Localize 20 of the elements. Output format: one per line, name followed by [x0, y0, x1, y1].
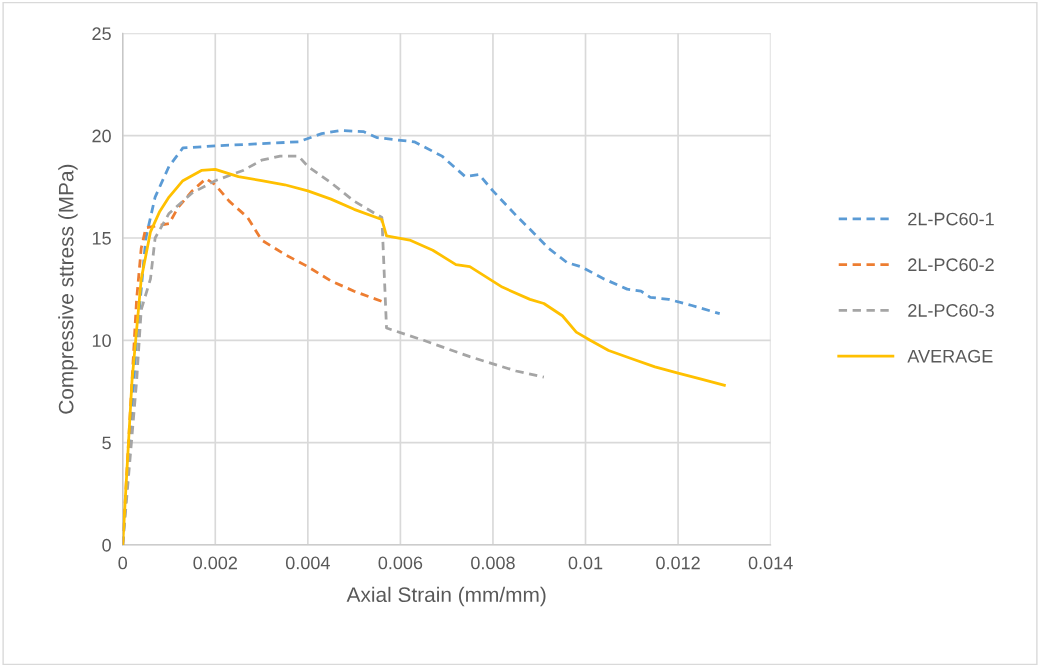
y-tick-label: 10 [92, 334, 111, 348]
x-tick-label: 0.004 [285, 556, 330, 570]
y-tick-label: 0 [102, 538, 111, 552]
y-tick-label: 25 [92, 27, 111, 41]
y-tick-label: 20 [92, 129, 111, 143]
y-tick-label: 15 [92, 232, 111, 245]
x-tick-label: 0.014 [748, 556, 793, 570]
x-tick-label: 0.002 [193, 556, 237, 570]
y-axis-title: Compressive sttress (MPa) [58, 164, 78, 414]
x-tick-label: 0 [118, 556, 128, 570]
legend-label: AVERAGE [907, 349, 993, 363]
legend-label: 2L-PC60-1 [908, 212, 994, 226]
legend-label: 2L-PC60-3 [908, 304, 994, 317]
x-tick-label: 0.01 [568, 556, 603, 570]
y-tick-label: 5 [102, 436, 111, 450]
x-axis-title: Axial Strain (mm/mm) [346, 586, 546, 607]
x-tick-label: 0.006 [378, 556, 423, 570]
legend-label: 2L-PC60-2 [908, 258, 994, 272]
x-tick-label: 0.008 [471, 556, 515, 570]
x-tick-label: 0.012 [656, 556, 700, 570]
